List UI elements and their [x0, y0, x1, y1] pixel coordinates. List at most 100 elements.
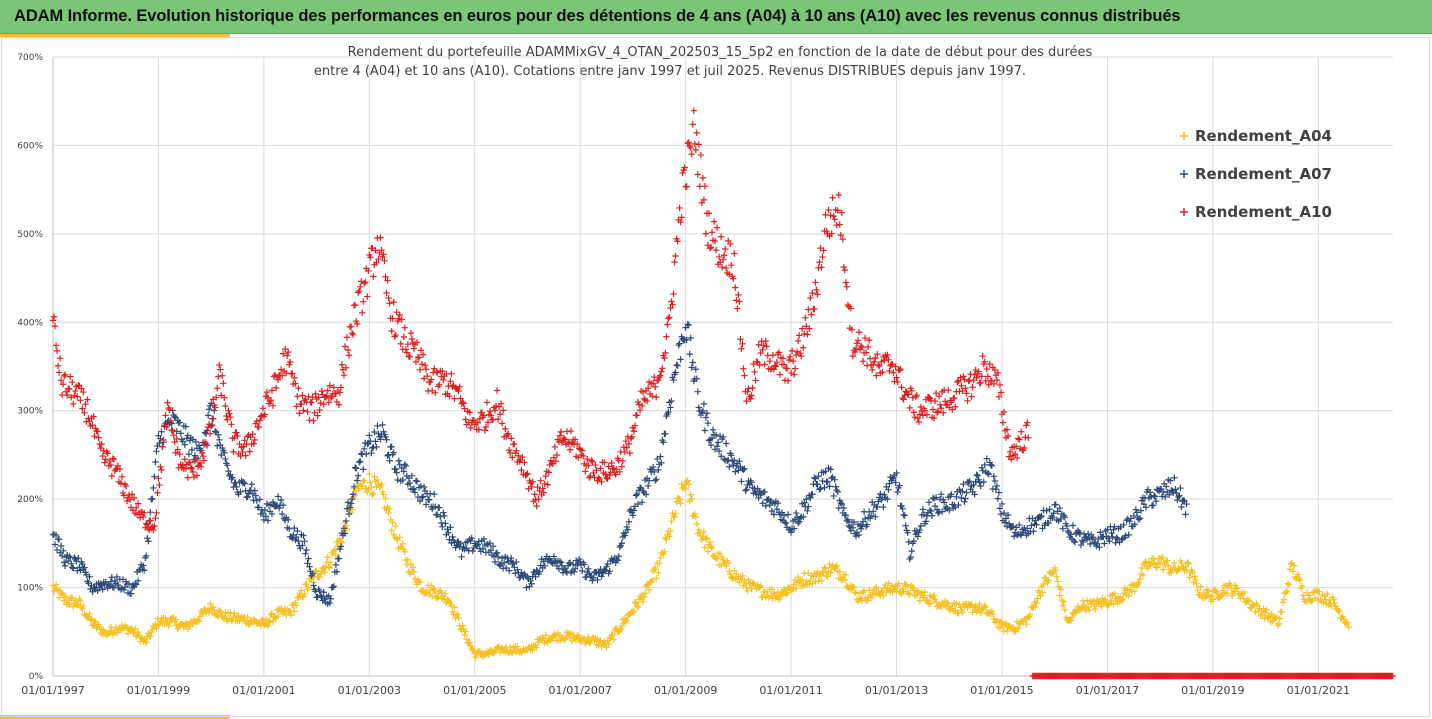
rendement-a10-point [116, 465, 124, 473]
rendement-a10-point [622, 437, 630, 445]
rendement-a10-point [840, 263, 848, 271]
rendement-a07-point [305, 555, 312, 562]
rendement-a07-point [175, 419, 182, 427]
rendement-a04-point [469, 646, 476, 654]
rendement-a07-point [528, 580, 535, 587]
x-tick-label: 01/01/2019 [1181, 684, 1244, 697]
rendement-a10-point [130, 494, 138, 502]
rendement-a10-point [107, 461, 114, 469]
rendement-a10-point [344, 346, 352, 354]
rendement-a10-point [552, 458, 560, 465]
rendement-a10-point [372, 247, 379, 254]
rendement-a10-point [375, 255, 382, 263]
rendement-a07-point [833, 486, 840, 494]
rendement-a07-point [735, 467, 742, 474]
rendement-a10-point [702, 230, 710, 237]
rendement-a07-point [1057, 515, 1064, 523]
rendement-a07-point [570, 568, 578, 575]
rendement-a07-point [946, 507, 953, 514]
rendement-a10-point [906, 404, 913, 412]
rendement-a10-point [901, 392, 908, 399]
rendement-a10-point [961, 376, 968, 383]
rendement-a07-point [1175, 493, 1182, 501]
rendement-a07-point [132, 581, 140, 588]
rendement-a10-point [427, 376, 435, 383]
rendement-a07-point [215, 431, 222, 439]
rendement-a10-point [582, 468, 589, 475]
rendement-a07-point [1112, 539, 1119, 546]
rendement-a07-point [714, 439, 722, 446]
rendement-a10-point [969, 384, 976, 391]
rendement-a07-point [55, 536, 63, 543]
rendement-a10-point [668, 298, 675, 305]
rendement-a07-point [827, 466, 834, 473]
rendement-a04-point [152, 621, 159, 628]
rendement-a10-point [511, 440, 518, 448]
rendement-a07-point [922, 518, 930, 525]
rendement-a04-point [1080, 601, 1088, 609]
rendement-a10-point [833, 222, 840, 229]
rendement-a10-point [170, 431, 177, 439]
rendement-a07-point [1037, 513, 1044, 521]
legend-item: Rendement_A04 [1180, 127, 1332, 145]
rendement-a04-point [1245, 598, 1252, 605]
rendement-a04-point [1083, 597, 1091, 604]
rendement-a10-point [612, 471, 619, 478]
rendement-a10-point [250, 440, 257, 447]
rendement-a04-point [301, 590, 308, 598]
rendement-a04-point [803, 578, 810, 585]
rendement-a04-point [367, 479, 374, 486]
y-tick-label: 200% [17, 495, 43, 505]
rendement-a07-point [244, 493, 251, 500]
rendement-a10-point [298, 400, 305, 408]
rendement-a07-point [68, 560, 75, 567]
rendement-a10-point [309, 393, 316, 401]
rendement-a07-point [977, 482, 984, 490]
rendement-a10-point [499, 407, 507, 414]
rendement-a04-point [245, 621, 252, 628]
rendement-a07-point [672, 369, 679, 376]
rendement-a10-point [1016, 436, 1023, 443]
rendement-a07-point [419, 493, 427, 500]
rendement-a10-point [176, 450, 183, 458]
rendement-a07-point [1172, 486, 1179, 493]
rendement-a10-point [701, 183, 709, 190]
rendement-a04-point [1273, 614, 1280, 621]
rendement-a07-point [277, 496, 285, 504]
y-tick-label: 400% [17, 318, 43, 328]
rendement-a10-point [664, 321, 671, 328]
rendement-a04-point [1059, 602, 1067, 609]
rendement-a04-point [1213, 590, 1221, 597]
rendement-a10-point [355, 287, 363, 295]
rendement-a10-point [342, 364, 350, 371]
rendement-a04-point [768, 586, 776, 593]
rendement-a10-point [731, 250, 738, 257]
rendement-a04-point [698, 536, 706, 544]
rendement-a04-point [1136, 576, 1144, 583]
rendement-a10-point [460, 400, 467, 407]
rendement-a04-point [677, 500, 684, 507]
rendement-a07-point [1166, 491, 1173, 498]
rendement-a07-point [642, 491, 650, 498]
rendement-a04-point [1162, 561, 1169, 569]
rendement-a04-point [959, 609, 966, 616]
rendement-a10-point [50, 313, 58, 320]
rendement-a04-point [1313, 587, 1320, 594]
rendement-a10-point [287, 358, 294, 366]
rendement-a10-point [697, 151, 705, 159]
rendement-a10-point [278, 372, 286, 379]
rendement-a07-point [536, 568, 543, 575]
rendement-a10-point [77, 397, 84, 404]
rendement-a07-point [316, 587, 323, 595]
rendement-a04-point [1299, 592, 1307, 599]
rendement-a07-point [400, 468, 407, 475]
rendement-a04-point [873, 583, 880, 591]
rendement-a10-point [542, 472, 549, 480]
chart-subtitle-line2: entre 4 (A04) et 10 ans (A10). Cotations… [314, 64, 1026, 79]
rendement-a10-point [975, 368, 982, 375]
rendement-a04-point [833, 562, 840, 569]
rendement-a07-point [354, 472, 362, 479]
rendement-a07-point [687, 334, 694, 342]
rendement-a10-point [788, 347, 796, 355]
rendement-a04-point [327, 559, 335, 566]
